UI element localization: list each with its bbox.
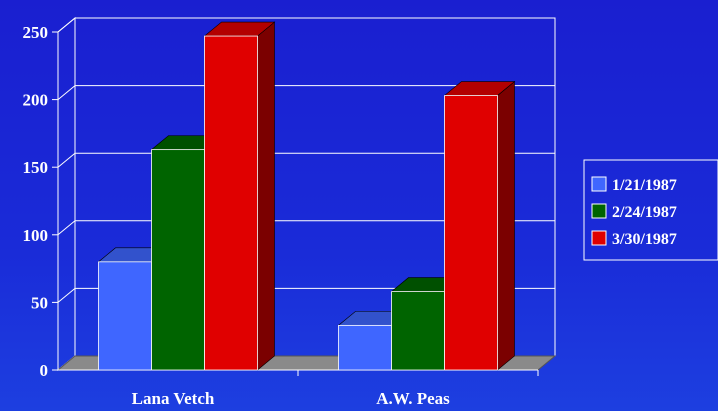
chart-bars bbox=[97, 21, 516, 371]
y-tick-label: 200 bbox=[23, 91, 49, 110]
y-tick-label: 150 bbox=[23, 158, 49, 177]
legend-label: 1/21/1987 bbox=[612, 177, 677, 194]
y-axis-ticks: 0 50 100 150 200 250 bbox=[23, 23, 58, 380]
legend-label: 2/24/1987 bbox=[612, 204, 677, 221]
bar-side bbox=[497, 80, 515, 371]
legend-swatch bbox=[591, 203, 607, 219]
gridline-side bbox=[57, 288, 76, 303]
gridline-side bbox=[57, 220, 76, 236]
y-tick-label: 50 bbox=[31, 293, 48, 312]
bar-front bbox=[98, 261, 152, 371]
bar-front bbox=[204, 35, 258, 371]
bar bbox=[203, 21, 276, 371]
gridline-side bbox=[57, 17, 76, 33]
bar-front bbox=[338, 324, 392, 371]
y-tick-label: 250 bbox=[23, 23, 49, 42]
bar-front bbox=[151, 149, 205, 371]
bar-side bbox=[257, 21, 275, 371]
bar-front bbox=[444, 95, 498, 371]
gridline-side bbox=[57, 152, 76, 168]
legend-box bbox=[583, 159, 718, 261]
side-wall bbox=[57, 16, 76, 372]
x-category-label: A.W. Peas bbox=[376, 389, 450, 408]
legend-swatch bbox=[591, 230, 607, 246]
legend-label: 3/30/1987 bbox=[612, 231, 677, 248]
x-category-label: Lana Vetch bbox=[132, 389, 215, 408]
bar-front bbox=[391, 291, 445, 371]
legend-swatch bbox=[591, 176, 607, 192]
legend: 1/21/1987 2/24/1987 3/30/1987 bbox=[583, 159, 718, 261]
y-tick-label: 0 bbox=[40, 361, 49, 380]
x-axis-categories: Lana Vetch A.W. Peas bbox=[132, 370, 539, 408]
bar bbox=[443, 80, 516, 371]
y-tick-label: 100 bbox=[23, 226, 49, 245]
gridline-side bbox=[57, 85, 76, 100]
